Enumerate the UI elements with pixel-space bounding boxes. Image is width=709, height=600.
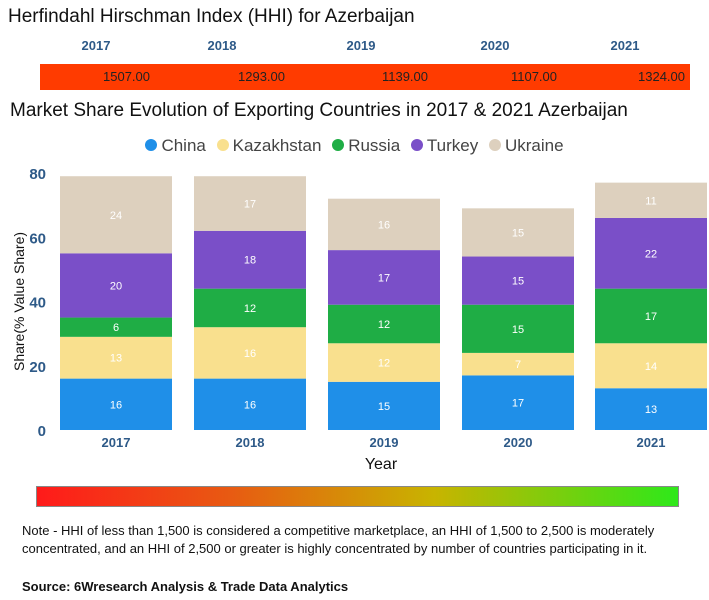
bar-segment-russia: [194, 288, 306, 328]
x-tick-label: 2019: [370, 435, 399, 450]
bar-segment-china: [328, 381, 440, 430]
source-text: Source: 6Wresearch Analysis & Trade Data…: [22, 579, 349, 594]
data-label: 12: [378, 319, 390, 331]
data-label: 16: [244, 348, 256, 360]
bar-segment-russia: [462, 304, 574, 353]
bar-segment-china: [194, 378, 306, 430]
legend-item-turkey: Turkey: [410, 136, 478, 156]
bar-segment-china: [462, 375, 574, 430]
hhi-value: 1139.00: [381, 69, 428, 84]
hhi-year: 2021: [610, 38, 640, 53]
bar-segment-russia: [328, 304, 440, 344]
legend-swatch: [216, 139, 229, 151]
bar-segment-ukraine: [462, 208, 574, 257]
note-text: Note - HHI of less than 1,500 is conside…: [22, 523, 655, 556]
hhi-year: 2017: [81, 38, 111, 53]
bar-segment-ukraine: [328, 198, 440, 251]
y-tick-label: 60: [29, 230, 46, 247]
hhi-value: 1293.00: [238, 69, 285, 84]
hhi-value: 1107.00: [510, 69, 557, 84]
data-label: 15: [378, 401, 390, 413]
hhi-value: 1507.00: [103, 69, 150, 84]
data-label: 11: [645, 195, 656, 207]
hhi-year: 2018: [207, 38, 237, 53]
data-label: 16: [378, 219, 390, 231]
legend-item-russia: Russia: [332, 136, 400, 156]
data-label: 20: [110, 280, 122, 292]
legend-swatch: [332, 139, 345, 151]
bar-segment-kazakhstan: [595, 343, 707, 389]
x-tick-label: 2020: [504, 435, 533, 450]
bar-segment-ukraine: [194, 176, 306, 231]
hhi-title: Herfindahl Hirschman Index (HHI) for Aze…: [8, 6, 415, 27]
data-label: 15: [512, 324, 524, 336]
hhi-gradient-scale: [36, 486, 679, 507]
bar-segment-china: [595, 388, 707, 430]
y-tick-label: 0: [38, 423, 46, 440]
x-tick-label: 2018: [236, 435, 265, 450]
stacked-bar-chart: 0 20 40 60 80 Share(% Value Share) 16 13 6 20 24 20…: [11, 166, 707, 473]
legend-item-ukraine: Ukraine: [488, 136, 564, 156]
y-tick-label: 20: [29, 359, 46, 376]
chart-title: Market Share Evolution of Exporting Coun…: [10, 100, 628, 121]
data-label: 13: [110, 353, 122, 365]
data-label: 15: [512, 276, 524, 288]
bar-segment-ukraine: [60, 176, 172, 254]
hhi-year: 2020: [480, 38, 510, 53]
bar-segment-turkey: [60, 253, 172, 318]
bar-segment-turkey: [462, 256, 574, 305]
legend-item-china: China: [145, 136, 206, 156]
data-label: 22: [645, 248, 657, 260]
bar-segment-russia: [595, 288, 707, 344]
legend-item-kazakhstan: Kazakhstan: [216, 136, 321, 156]
legend-swatch: [410, 139, 423, 151]
data-label: 18: [244, 255, 256, 267]
bar-segment-kazakhstan: [462, 352, 574, 376]
data-label: 17: [645, 311, 657, 323]
data-label: 12: [378, 358, 390, 370]
y-tick-label: 40: [29, 295, 46, 312]
x-tick-label: 2017: [102, 435, 131, 450]
bar-segment-turkey: [194, 230, 306, 289]
data-label: 16: [244, 399, 256, 411]
data-label: 15: [512, 227, 524, 239]
data-label: 13: [645, 404, 657, 416]
hhi-year-row: 2017 2018 2019 2020 2021: [40, 38, 690, 56]
y-axis-label: Share(% Value Share): [11, 232, 27, 371]
data-label: 17: [378, 272, 390, 284]
bar-segment-russia: [60, 317, 172, 337]
y-tick-label: 80: [29, 166, 46, 183]
x-tick-label: 2021: [637, 435, 666, 450]
data-label: 17: [512, 398, 524, 410]
bar-segment-turkey: [595, 217, 707, 289]
x-axis-label: Year: [365, 456, 398, 473]
data-label: 12: [244, 303, 256, 315]
bar-segment-ukraine: [595, 182, 707, 218]
data-label: 14: [645, 361, 657, 373]
bar-segment-kazakhstan: [194, 327, 306, 379]
bar-segment-turkey: [328, 250, 440, 305]
hhi-value-bar: 1507.00 1293.00 1139.00 1107.00 1324.00: [40, 64, 690, 90]
data-label: 16: [110, 399, 122, 411]
bar-segment-china: [60, 378, 172, 430]
bar-segment-kazakhstan: [328, 343, 440, 382]
legend-swatch: [488, 139, 501, 151]
hhi-value: 1324.00: [638, 69, 685, 84]
data-label: 24: [110, 210, 122, 222]
data-label: 6: [113, 322, 119, 334]
legend-swatch: [145, 139, 158, 151]
chart-legend: China Kazakhstan Russia Turkey Ukraine: [0, 136, 709, 156]
data-label: 17: [244, 199, 256, 211]
data-label: 7: [515, 359, 521, 371]
hhi-year: 2019: [346, 38, 376, 53]
bar-segment-kazakhstan: [60, 336, 172, 379]
